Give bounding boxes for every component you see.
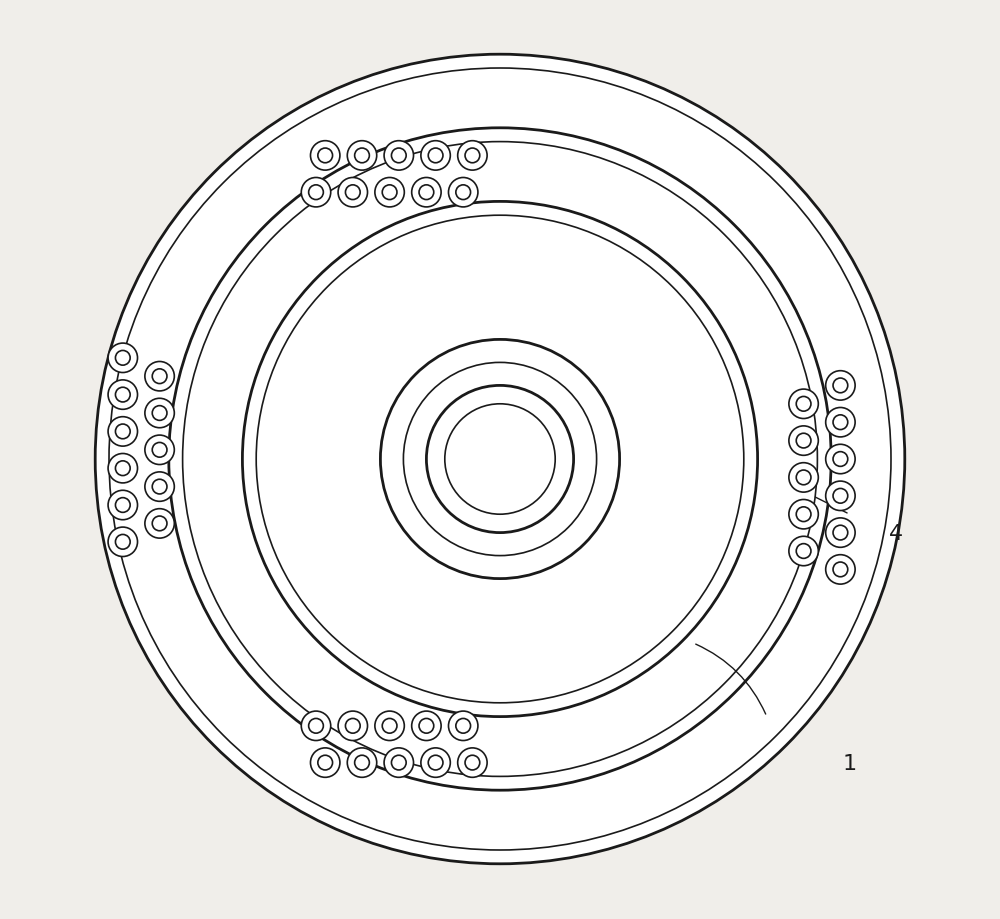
Circle shape <box>108 491 138 520</box>
Circle shape <box>421 142 450 171</box>
Circle shape <box>355 755 369 770</box>
Circle shape <box>301 178 331 208</box>
Circle shape <box>145 436 174 465</box>
Circle shape <box>796 544 811 559</box>
Text: 4: 4 <box>889 523 903 543</box>
Circle shape <box>789 390 818 419</box>
Circle shape <box>412 178 441 208</box>
Circle shape <box>445 404 555 515</box>
Circle shape <box>419 719 434 733</box>
Circle shape <box>108 528 138 557</box>
Circle shape <box>301 711 331 741</box>
Circle shape <box>242 202 758 717</box>
Circle shape <box>789 426 818 456</box>
Circle shape <box>152 516 167 531</box>
Circle shape <box>833 562 848 577</box>
Circle shape <box>833 452 848 467</box>
Circle shape <box>796 507 811 522</box>
Circle shape <box>465 755 480 770</box>
Circle shape <box>833 379 848 393</box>
Circle shape <box>833 489 848 504</box>
Circle shape <box>448 711 478 741</box>
Circle shape <box>95 55 905 864</box>
Circle shape <box>384 142 414 171</box>
Circle shape <box>428 755 443 770</box>
Circle shape <box>108 417 138 447</box>
Circle shape <box>108 344 138 373</box>
Circle shape <box>382 719 397 733</box>
Circle shape <box>382 186 397 200</box>
Circle shape <box>826 371 855 401</box>
Circle shape <box>789 537 818 566</box>
Circle shape <box>145 472 174 502</box>
Circle shape <box>152 443 167 458</box>
Circle shape <box>380 340 620 579</box>
Circle shape <box>108 454 138 483</box>
Circle shape <box>428 149 443 164</box>
Circle shape <box>412 711 441 741</box>
Circle shape <box>145 362 174 391</box>
Circle shape <box>115 388 130 403</box>
Circle shape <box>310 142 340 171</box>
Circle shape <box>826 408 855 437</box>
Circle shape <box>355 149 369 164</box>
Circle shape <box>826 518 855 548</box>
Circle shape <box>826 482 855 511</box>
Circle shape <box>115 535 130 550</box>
Circle shape <box>403 363 597 556</box>
Circle shape <box>456 719 471 733</box>
Circle shape <box>789 463 818 493</box>
Circle shape <box>338 711 368 741</box>
Circle shape <box>345 719 360 733</box>
Circle shape <box>826 445 855 474</box>
Circle shape <box>426 386 574 533</box>
Circle shape <box>391 149 406 164</box>
Circle shape <box>375 178 404 208</box>
Circle shape <box>309 186 323 200</box>
Circle shape <box>152 406 167 421</box>
Circle shape <box>115 351 130 366</box>
Circle shape <box>789 500 818 529</box>
Circle shape <box>456 186 471 200</box>
Circle shape <box>347 748 377 777</box>
Circle shape <box>345 186 360 200</box>
Circle shape <box>318 755 333 770</box>
Circle shape <box>115 461 130 476</box>
Circle shape <box>115 498 130 513</box>
Circle shape <box>115 425 130 439</box>
Circle shape <box>833 526 848 540</box>
Circle shape <box>796 471 811 485</box>
Circle shape <box>796 434 811 448</box>
Circle shape <box>152 480 167 494</box>
Circle shape <box>448 178 478 208</box>
Circle shape <box>169 129 831 790</box>
Circle shape <box>145 399 174 428</box>
Circle shape <box>384 748 414 777</box>
Circle shape <box>419 186 434 200</box>
Circle shape <box>458 748 487 777</box>
Circle shape <box>465 149 480 164</box>
Text: 1: 1 <box>843 753 857 773</box>
Circle shape <box>108 380 138 410</box>
Circle shape <box>458 142 487 171</box>
Circle shape <box>833 415 848 430</box>
Circle shape <box>318 149 333 164</box>
Circle shape <box>145 509 174 539</box>
Circle shape <box>391 755 406 770</box>
Circle shape <box>375 711 404 741</box>
Circle shape <box>421 748 450 777</box>
Circle shape <box>796 397 811 412</box>
Circle shape <box>826 555 855 584</box>
Circle shape <box>310 748 340 777</box>
Circle shape <box>338 178 368 208</box>
Circle shape <box>152 369 167 384</box>
Circle shape <box>309 719 323 733</box>
Circle shape <box>347 142 377 171</box>
